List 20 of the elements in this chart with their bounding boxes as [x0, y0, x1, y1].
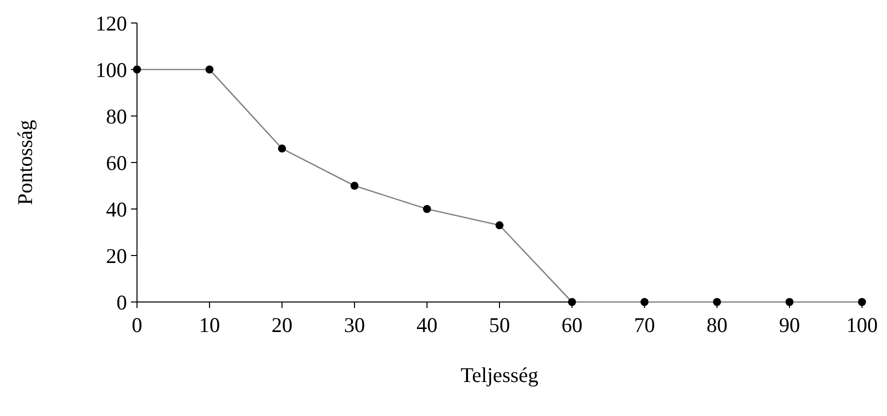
x-tick-label: 100	[846, 313, 878, 337]
x-tick-label: 20	[272, 313, 292, 337]
y-tick-label: 80	[106, 104, 127, 128]
x-tick-label: 40	[416, 313, 438, 337]
x-tick-label: 50	[489, 313, 510, 337]
x-tick-label: 0	[132, 313, 142, 337]
x-tick-label: 90	[779, 313, 800, 337]
y-tick-label: 60	[106, 150, 127, 175]
x-tick-label: 70	[634, 313, 655, 337]
x-axis-title: Teljesség	[460, 363, 539, 387]
y-axis-title: Pontosság	[13, 119, 37, 206]
x-tick-label: 80	[706, 313, 728, 337]
x-tick-label: 60	[562, 313, 582, 337]
x-tick-label: 30	[344, 313, 365, 337]
y-tick-label: 120	[96, 11, 127, 36]
y-tick-label: 0	[116, 290, 127, 314]
x-tick-label: 10	[199, 313, 220, 337]
y-tick-label: 40	[106, 197, 127, 222]
y-tick-label: 100	[96, 58, 127, 82]
y-tick-label: 20	[106, 244, 127, 268]
